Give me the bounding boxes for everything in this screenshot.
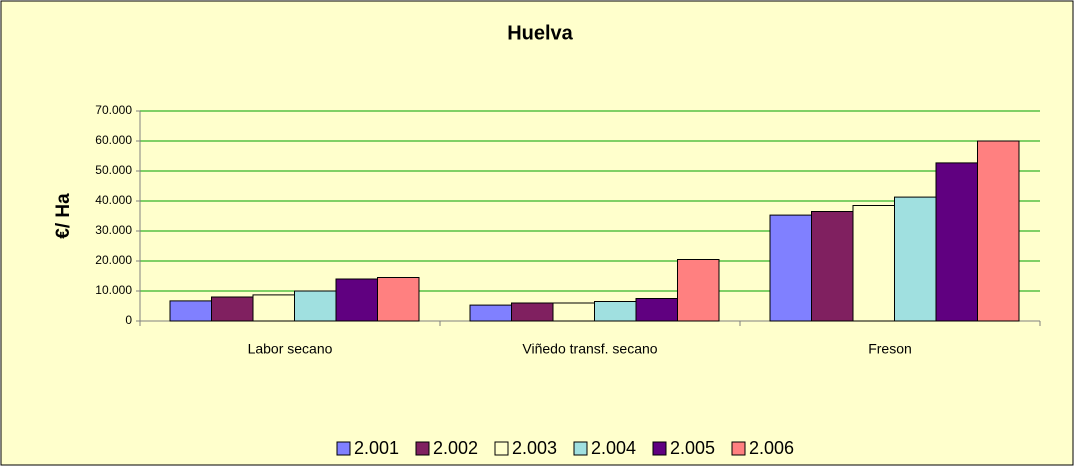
chart-title: Huelva <box>507 22 573 44</box>
y-tick-label: 10.000 <box>95 283 132 297</box>
y-tick-label: 70.000 <box>95 103 132 117</box>
legend-label: 2.002 <box>433 438 478 458</box>
bar <box>594 301 637 322</box>
y-tick-label: 60.000 <box>95 133 132 147</box>
legend-label: 2.006 <box>749 438 794 458</box>
bar <box>169 300 212 322</box>
bar <box>769 214 812 322</box>
bar <box>677 259 720 322</box>
bar <box>377 277 420 322</box>
legend-label: 2.005 <box>670 438 715 458</box>
legend-swatch <box>336 441 351 456</box>
bar <box>335 278 378 322</box>
legend-label: 2.003 <box>512 438 557 458</box>
bar <box>511 302 554 322</box>
bar <box>469 304 512 322</box>
y-tick-label: 0 <box>125 313 132 327</box>
x-tick-label: Viñedo transf. secano <box>522 341 657 357</box>
legend-label: 2.004 <box>591 438 636 458</box>
y-axis-label: €/ Ha <box>53 193 74 239</box>
legend-swatch <box>415 441 430 456</box>
y-tick-label: 50.000 <box>95 163 132 177</box>
legend-swatch <box>652 441 667 456</box>
bar <box>977 140 1020 322</box>
y-tick-label: 40.000 <box>95 193 132 207</box>
legend-label: 2.001 <box>354 438 399 458</box>
x-tick-label: Freson <box>868 341 912 357</box>
bar <box>252 294 295 322</box>
bar <box>635 298 678 322</box>
legend-swatch <box>731 441 746 456</box>
y-tick-label: 20.000 <box>95 253 132 267</box>
bar <box>811 211 854 322</box>
bar <box>294 290 337 322</box>
bar <box>894 196 937 322</box>
bar <box>935 162 978 322</box>
legend-swatch <box>573 441 588 456</box>
bar <box>852 205 895 322</box>
x-tick-label: Labor secano <box>248 341 333 357</box>
bar <box>552 302 595 322</box>
bar <box>211 296 254 322</box>
y-tick-label: 30.000 <box>95 223 132 237</box>
legend-swatch <box>494 441 509 456</box>
